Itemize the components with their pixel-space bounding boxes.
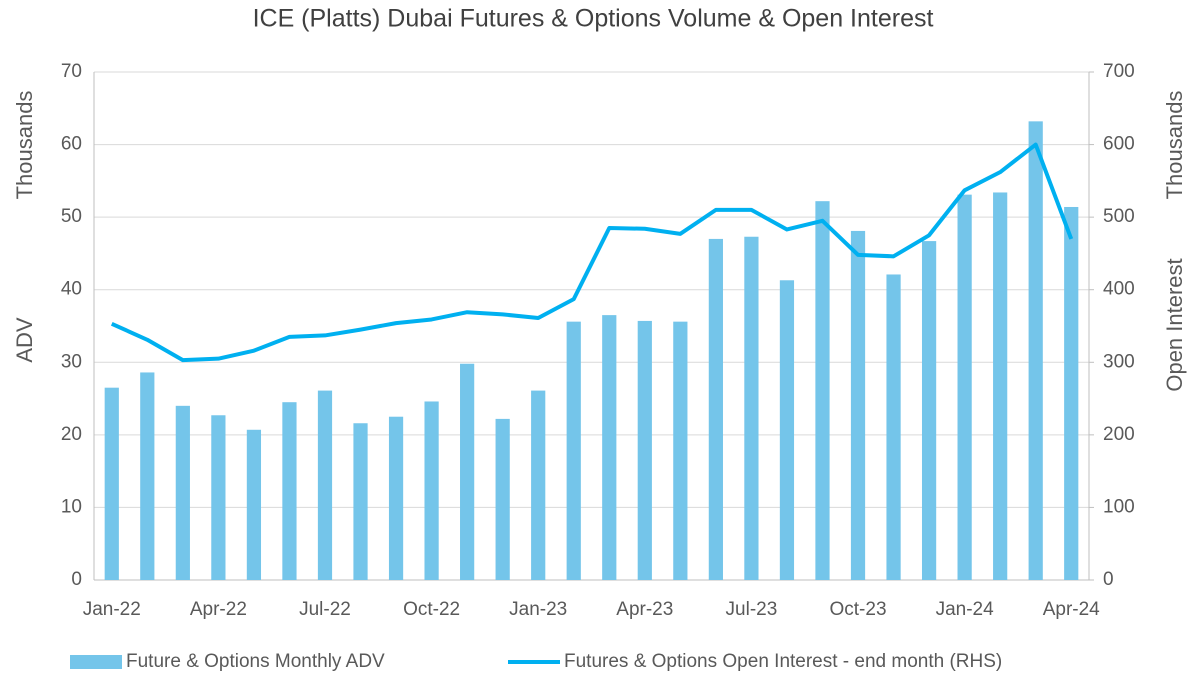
bar (282, 402, 297, 580)
bar (1064, 206, 1079, 581)
y2-tick-label: 600 (1103, 134, 1135, 155)
bar (531, 390, 546, 580)
x-tick-label: Apr-22 (190, 599, 247, 620)
legend-swatch (70, 655, 122, 669)
bar (175, 405, 190, 580)
y-tick-label: 10 (61, 496, 82, 517)
y-tick-label: 20 (61, 424, 82, 445)
bar (211, 415, 226, 580)
bar (850, 230, 866, 580)
bar (673, 321, 688, 580)
bar (104, 387, 119, 580)
y-tick-label: 40 (61, 279, 82, 300)
y-axis-label: ADV (12, 317, 37, 363)
y2-tick-label: 400 (1103, 279, 1135, 300)
bar (744, 236, 759, 581)
bar (566, 321, 581, 580)
y-tick-label: 30 (61, 351, 82, 372)
bar (1028, 121, 1043, 580)
bar (779, 280, 795, 580)
y2-tick-label: 0 (1103, 569, 1114, 590)
bar (993, 192, 1008, 580)
bar (424, 401, 439, 580)
bar (602, 315, 617, 580)
legend-label: Future & Options Monthly ADV (126, 651, 385, 672)
line (110, 142, 1074, 363)
legend-label: Futures & Options Open Interest - end mo… (564, 651, 1002, 672)
bar (886, 274, 901, 580)
y2-axis-label: Open Interest (1162, 258, 1187, 391)
bar (246, 429, 262, 580)
x-tick-label: Apr-24 (1043, 599, 1100, 620)
y2-tick-label: 700 (1103, 61, 1135, 82)
bar (388, 416, 404, 580)
x-tick-label: Jan-23 (509, 599, 567, 620)
bar (495, 418, 510, 580)
y2-tick-label: 300 (1103, 351, 1135, 372)
chart-title: ICE (Platts) Dubai Futures & Options Vol… (253, 5, 934, 33)
x-tick-label: Jul-22 (299, 599, 351, 620)
bar (140, 372, 155, 580)
bar (353, 423, 368, 580)
bar (460, 363, 475, 580)
y2-axis-unit: Thousands (1162, 91, 1187, 200)
y-tick-label: 70 (61, 61, 82, 82)
bar (637, 320, 652, 580)
y-tick-label: 50 (61, 206, 82, 227)
x-tick-label: Jan-22 (83, 599, 141, 620)
y2-tick-label: 200 (1103, 424, 1135, 445)
y-axis-unit: Thousands (12, 91, 37, 200)
y-tick-label: 60 (61, 134, 82, 155)
x-tick-label: Oct-22 (403, 599, 460, 620)
y-tick-label: 0 (71, 569, 82, 590)
x-tick-label: Jan-24 (936, 599, 995, 620)
x-tick-label: Oct-23 (830, 599, 887, 620)
bar (921, 241, 937, 580)
x-tick-label: Jul-23 (726, 599, 778, 620)
bar (317, 390, 333, 580)
bar (815, 201, 830, 581)
x-tick-label: Apr-23 (616, 599, 673, 620)
bar (708, 238, 723, 580)
bar (957, 194, 972, 580)
y2-tick-label: 100 (1103, 496, 1135, 517)
y2-tick-label: 500 (1103, 206, 1135, 227)
